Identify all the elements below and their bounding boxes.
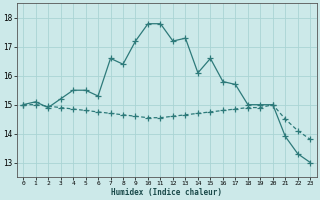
X-axis label: Humidex (Indice chaleur): Humidex (Indice chaleur) bbox=[111, 188, 222, 197]
